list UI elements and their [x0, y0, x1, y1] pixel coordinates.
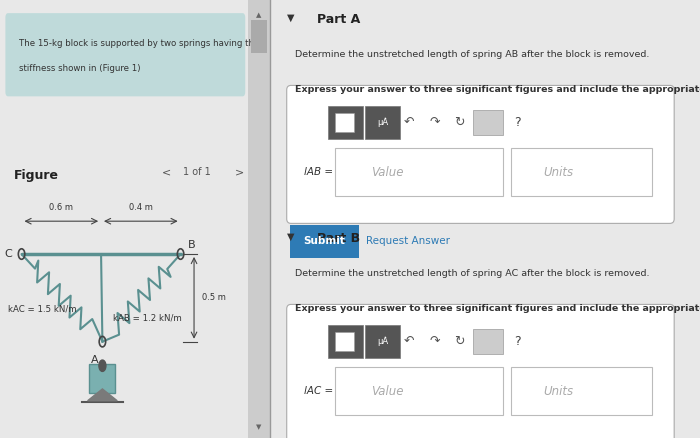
FancyBboxPatch shape: [335, 113, 354, 132]
Text: ↷: ↷: [430, 116, 440, 129]
Text: Units: Units: [543, 385, 573, 398]
Text: ↷: ↷: [430, 335, 440, 348]
FancyBboxPatch shape: [512, 148, 652, 196]
Circle shape: [99, 360, 106, 371]
Text: ↻: ↻: [454, 335, 464, 348]
FancyBboxPatch shape: [328, 106, 363, 139]
Text: μÀ: μÀ: [377, 118, 388, 127]
Text: Figure: Figure: [13, 169, 59, 182]
Text: Determine the unstretched length of spring AB after the block is removed.: Determine the unstretched length of spri…: [295, 50, 650, 60]
FancyBboxPatch shape: [290, 225, 359, 258]
Text: μÀ: μÀ: [377, 337, 388, 346]
FancyBboxPatch shape: [251, 20, 267, 53]
FancyBboxPatch shape: [90, 364, 116, 393]
FancyBboxPatch shape: [365, 106, 400, 139]
Text: 0.5 m: 0.5 m: [202, 293, 226, 302]
Text: lAB =: lAB =: [304, 167, 333, 177]
FancyBboxPatch shape: [287, 304, 674, 438]
Text: B: B: [188, 240, 195, 250]
FancyBboxPatch shape: [473, 328, 503, 354]
Text: ↶: ↶: [404, 116, 414, 129]
Text: 1 of 1: 1 of 1: [183, 167, 211, 177]
FancyBboxPatch shape: [473, 110, 503, 135]
FancyBboxPatch shape: [6, 13, 245, 96]
Text: Determine the unstretched length of spring AC after the block is removed.: Determine the unstretched length of spri…: [295, 269, 650, 279]
Text: Units: Units: [543, 166, 573, 179]
Text: lAC =: lAC =: [304, 386, 333, 396]
FancyBboxPatch shape: [248, 0, 270, 438]
FancyBboxPatch shape: [335, 332, 354, 351]
Text: ▼: ▼: [287, 13, 294, 23]
Text: Express your answer to three significant figures and include the appropriate uni: Express your answer to three significant…: [295, 304, 700, 314]
Text: Value: Value: [371, 166, 403, 179]
FancyBboxPatch shape: [328, 325, 363, 358]
Text: kAC = 1.5 kN/m: kAC = 1.5 kN/m: [8, 304, 77, 313]
Text: ?: ?: [514, 335, 520, 348]
Text: Submit: Submit: [303, 237, 345, 246]
Text: ▼: ▼: [256, 424, 261, 430]
FancyBboxPatch shape: [335, 148, 503, 196]
Text: Value: Value: [371, 385, 403, 398]
Text: stiffness shown in (Figure 1): stiffness shown in (Figure 1): [19, 64, 141, 73]
Text: Part A: Part A: [317, 13, 360, 26]
FancyBboxPatch shape: [512, 367, 652, 415]
Text: Part B: Part B: [317, 232, 360, 245]
Text: A: A: [90, 355, 98, 365]
Text: >: >: [234, 167, 244, 177]
Text: ▼: ▼: [287, 232, 294, 242]
Text: ?: ?: [514, 116, 520, 129]
Text: ↻: ↻: [454, 116, 464, 129]
Text: 0.4 m: 0.4 m: [129, 203, 153, 212]
Polygon shape: [88, 389, 117, 401]
Text: kAB = 1.2 kN/m: kAB = 1.2 kN/m: [113, 313, 182, 322]
Text: ▲: ▲: [256, 12, 261, 18]
Text: The 15-kg block is supported by two springs having the: The 15-kg block is supported by two spri…: [19, 39, 259, 49]
Text: Request Answer: Request Answer: [366, 237, 450, 246]
FancyBboxPatch shape: [287, 85, 674, 223]
Text: Express your answer to three significant figures and include the appropriate uni: Express your answer to three significant…: [295, 85, 700, 95]
Text: <: <: [162, 167, 171, 177]
FancyBboxPatch shape: [365, 325, 400, 358]
Text: C: C: [4, 249, 12, 259]
Text: 0.6 m: 0.6 m: [49, 203, 74, 212]
Text: ↶: ↶: [404, 335, 414, 348]
FancyBboxPatch shape: [335, 367, 503, 415]
